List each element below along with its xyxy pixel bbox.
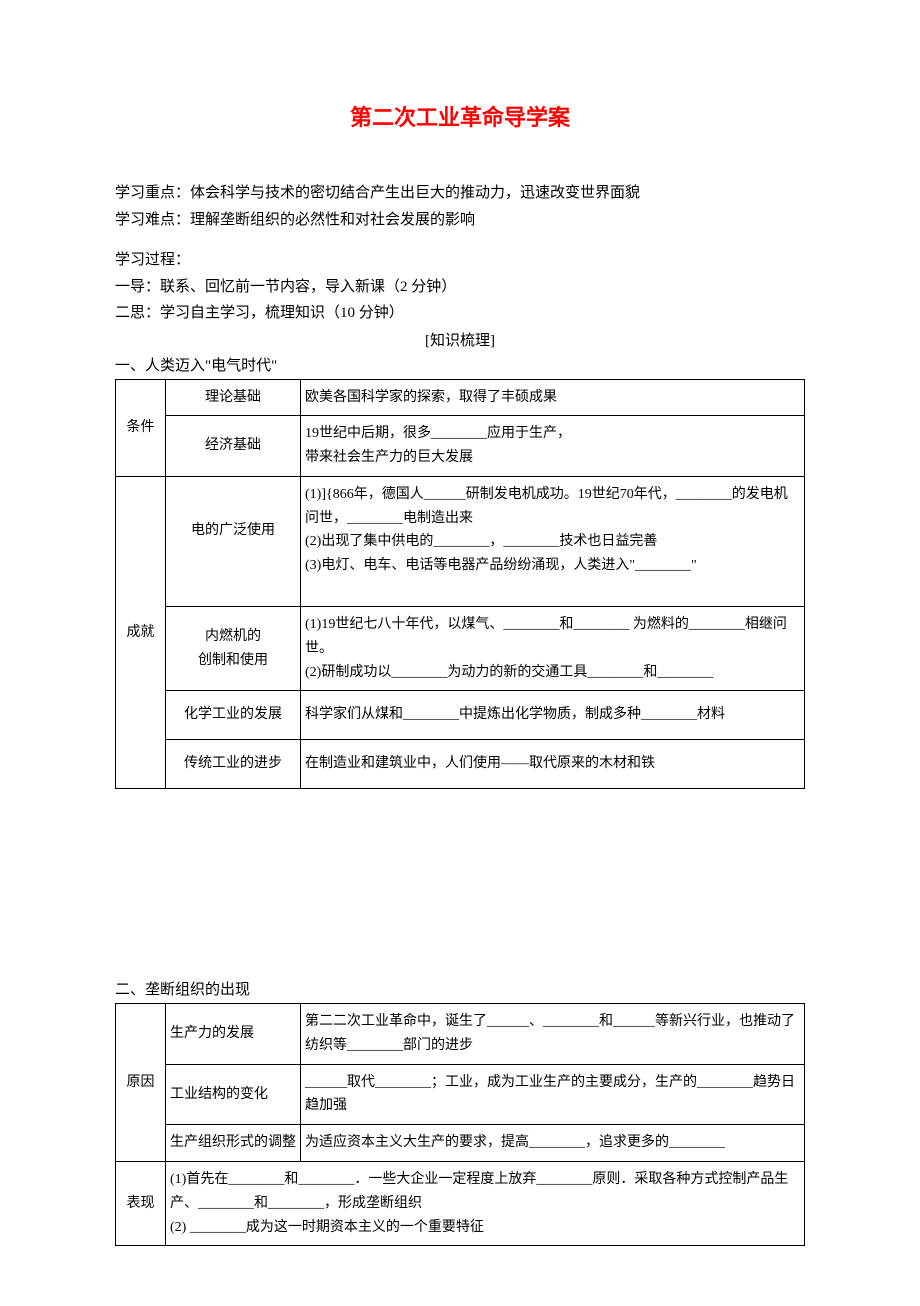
table-row: 成就 电的广泛使用 (1)]{866年，德国人______研制发电机成功。19世… <box>116 476 805 606</box>
cell-sub: 内燃机的创制和使用 <box>166 607 301 691</box>
cell-reasons-label: 原因 <box>116 1004 166 1162</box>
table-row: 生产组织形式的调整 为适应资本主义大生产的要求，提高________，追求更多的… <box>116 1125 805 1162</box>
page-title: 第二次工业革命导学案 <box>115 100 805 132</box>
cell-content: 科学家们从煤和________中提炼出化学物质，制成多种________材料 <box>301 691 805 740</box>
table-row: 传统工业的进步 在制造业和建筑业中，人们使用——取代原来的木材和铁 <box>116 740 805 789</box>
cell-content: (1)]{866年，德国人______研制发电机成功。19世纪70年代，____… <box>301 476 805 606</box>
table-section1: 条件 理论基础 欧美各国科学家的探索，取得了丰硕成果 经济基础 19世纪中后期，… <box>115 379 805 790</box>
cell-sub: 工业结构的变化 <box>166 1064 301 1125</box>
cell-sub: 生产组织形式的调整 <box>166 1125 301 1162</box>
cell-sub: 电的广泛使用 <box>166 476 301 606</box>
table-row: 内燃机的创制和使用 (1)19世纪七八十年代，以煤气、________和____… <box>116 607 805 691</box>
cell-content: 在制造业和建筑业中，人们使用——取代原来的木材和铁 <box>301 740 805 789</box>
table-section2: 原因 生产力的发展 第二二次工业革命中，诞生了______、________和_… <box>115 1003 805 1246</box>
cell-content: 欧美各国科学家的探索，取得了丰硕成果 <box>301 379 805 416</box>
table-row: 化学工业的发展 科学家们从煤和________中提炼出化学物质，制成多种____… <box>116 691 805 740</box>
table-row: 工业结构的变化 ______取代________；工业，成为工业生产的主要成分，… <box>116 1064 805 1125</box>
cell-manifest-label: 表现 <box>116 1162 166 1246</box>
process-step2: 二思：学习自主学习，梳理知识（10 分钟） <box>115 302 805 325</box>
table-row: 经济基础 19世纪中后期，很多________应用于生产，带来社会生产力的巨大发… <box>116 416 805 477</box>
cell-content: 第二二次工业革命中，诞生了______、________和______等新兴行业… <box>301 1004 805 1065</box>
study-focus: 学习重点：体会科学与技术的密切结合产生出巨大的推动力，迅速改变世界面貌 <box>115 182 805 205</box>
cell-achievements-label: 成就 <box>116 476 166 788</box>
section2-heading: 二、垄断组织的出现 <box>115 978 805 999</box>
cell-conditions-label: 条件 <box>116 379 166 476</box>
section1-heading: 一、人类迈入"电气时代" <box>115 354 805 375</box>
cell-content: 为适应资本主义大生产的要求，提高________，追求更多的________ <box>301 1125 805 1162</box>
table-row: 表现 (1)首先在________和________．一些大企业一定程度上放弃_… <box>116 1162 805 1246</box>
cell-sub: 传统工业的进步 <box>166 740 301 789</box>
cell-sub: 理论基础 <box>166 379 301 416</box>
cell-sub: 生产力的发展 <box>166 1004 301 1065</box>
study-difficulty: 学习难点：理解垄断组织的必然性和对社会发展的影响 <box>115 209 805 232</box>
knowledge-label: [知识梳理] <box>115 329 805 350</box>
cell-content: ______取代________；工业，成为工业生产的主要成分，生产的_____… <box>301 1064 805 1125</box>
process-step1: 一导：联系、回忆前一节内容，导入新课（2 分钟） <box>115 276 805 299</box>
cell-content: (1)首先在________和________．一些大企业一定程度上放弃____… <box>166 1162 805 1246</box>
cell-sub: 经济基础 <box>166 416 301 477</box>
table-row: 条件 理论基础 欧美各国科学家的探索，取得了丰硕成果 <box>116 379 805 416</box>
cell-content: 19世纪中后期，很多________应用于生产，带来社会生产力的巨大发展 <box>301 416 805 477</box>
table-row: 原因 生产力的发展 第二二次工业革命中，诞生了______、________和_… <box>116 1004 805 1065</box>
process-label: 学习过程： <box>115 249 805 272</box>
cell-sub: 化学工业的发展 <box>166 691 301 740</box>
cell-content: (1)19世纪七八十年代，以煤气、________和________ 为燃料的_… <box>301 607 805 691</box>
